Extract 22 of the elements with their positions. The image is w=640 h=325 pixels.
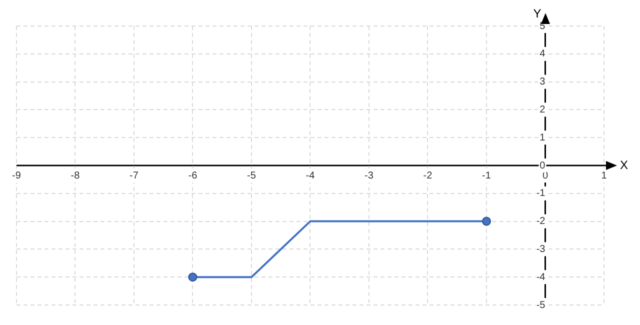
x-axis-title: X	[620, 158, 628, 172]
x-tick-label: -1	[482, 170, 492, 182]
y-tick-label: -3	[536, 244, 546, 255]
x-tick-label: -2	[423, 170, 433, 182]
x-tick-label: -5	[247, 170, 256, 182]
x-tick-label: 1	[601, 170, 608, 182]
y-tick-label: 0	[540, 160, 546, 172]
x-tick-label: -4	[306, 170, 316, 182]
y-tick-label: 4	[540, 48, 546, 60]
y-axis-title: Y	[533, 6, 542, 20]
y-tick-label: 1	[540, 132, 546, 144]
x-tick-label: -9	[12, 170, 22, 182]
y-tick-label: -1	[536, 188, 546, 200]
x-tick-label: -6	[188, 170, 198, 182]
x-tick-label: -3	[364, 170, 374, 182]
y-tick-label: -2	[536, 216, 546, 228]
y-tick-label: 2	[540, 104, 546, 116]
x-tick-label: -8	[70, 170, 80, 182]
y-tick-label: -5	[536, 300, 546, 311]
y-tick-label: 3	[540, 76, 546, 88]
x-tick-label: -7	[130, 170, 139, 182]
y-tick-label: -4	[536, 272, 546, 283]
